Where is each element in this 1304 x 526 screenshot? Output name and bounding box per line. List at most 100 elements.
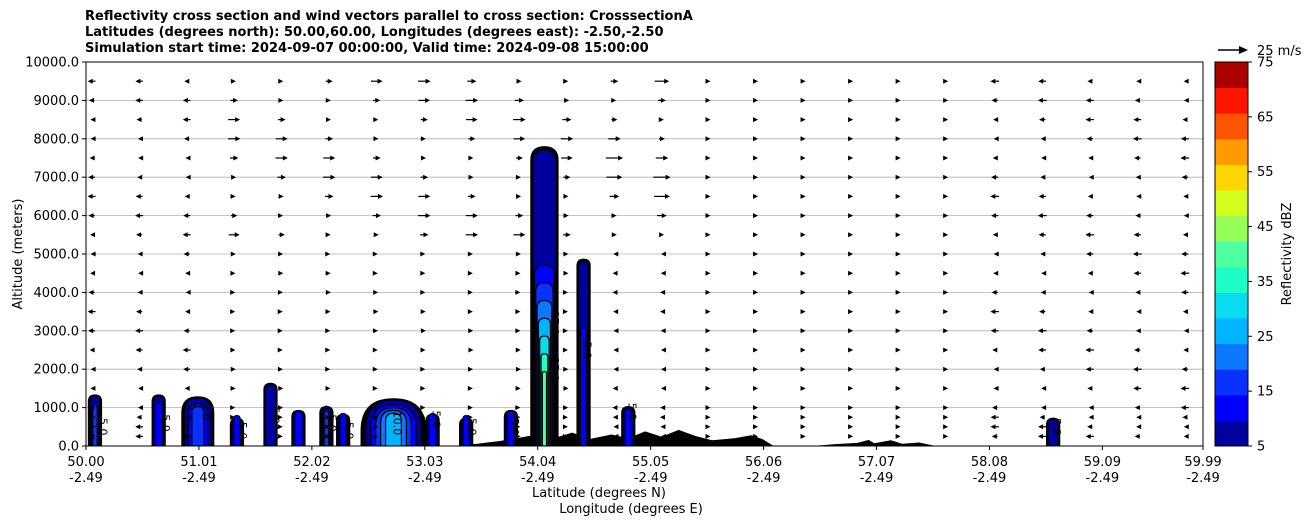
wind-vector-head (848, 155, 854, 161)
chart-title-line-3: Simulation start time: 2024-09-07 00:00:… (85, 41, 649, 56)
wind-vector-head (800, 385, 806, 391)
wind-vector-head (423, 232, 429, 238)
contour-label: 5.0 (269, 407, 282, 425)
colorbar-swatch (1215, 318, 1248, 345)
wind-vector-head (325, 97, 331, 103)
wind-vector-head (943, 424, 949, 430)
colorbar-tick-label: 35 (1257, 275, 1274, 290)
wind-vector-head (1182, 414, 1188, 420)
wind-vector-head (1039, 414, 1045, 420)
wind-vector-head (230, 385, 236, 391)
wind-vector-head (563, 270, 569, 276)
wind-vector-head (563, 385, 569, 391)
contour-label: 5.0 (236, 422, 249, 440)
wind-vector-head (473, 97, 479, 103)
colorbar-tick-label: 55 (1257, 165, 1274, 180)
wind-vector-head (895, 136, 901, 142)
wind-vector-head (895, 433, 901, 439)
wind-vector-head (278, 213, 284, 219)
wind-vector-head (1133, 117, 1139, 123)
wind-vector-head (660, 433, 666, 439)
wind-vector-head (753, 385, 759, 391)
colorbar-label: Reflectivity dBZ (1280, 203, 1295, 306)
wind-vector-head (473, 232, 479, 238)
wind-vector-head (1183, 328, 1189, 334)
wind-vector-head (135, 328, 141, 334)
wind-vector-head (993, 251, 999, 257)
reflectivity-cells (87, 146, 1061, 446)
wind-vector-head (1040, 251, 1046, 257)
wind-vector-head (1088, 289, 1094, 295)
wind-vector-head (563, 405, 569, 411)
wind-vector-head (895, 328, 901, 334)
wind-vector-head (993, 385, 999, 391)
wind-vector-head (993, 117, 999, 123)
wind-vector-head (753, 289, 759, 295)
wind-vector-head (326, 213, 332, 219)
y-tick-label: 8000.0 (34, 132, 80, 147)
y-tick-label: 1000.0 (34, 401, 80, 416)
x-tick-label-lon: -2.49 (182, 471, 216, 486)
wind-vector-head (800, 97, 806, 103)
wind-vector-head (800, 347, 806, 353)
wind-vector-head (515, 251, 521, 257)
wind-vector-head (660, 289, 666, 295)
wind-vector-head (1038, 78, 1044, 84)
wind-vector-head (184, 78, 190, 84)
wind-vector-head (420, 270, 426, 276)
wind-vector-head (280, 174, 286, 180)
wind-vector-head (230, 433, 236, 439)
wind-vector-head (660, 424, 666, 430)
y-tick-label: 5000.0 (34, 248, 80, 263)
wind-vector-head (848, 366, 854, 372)
wind-vector-head (373, 136, 379, 142)
wind-vector-head (660, 328, 666, 334)
wind-vector-head (705, 136, 711, 142)
wind-vector-head (848, 289, 854, 295)
wind-vector-head (848, 232, 854, 238)
wind-vector-head (1041, 405, 1047, 411)
wind-vector-head (943, 174, 949, 180)
wind-vector-head (800, 433, 806, 439)
wind-vector-head (372, 366, 378, 372)
wind-vector-head (88, 213, 94, 219)
chart-title-line-1: Reflectivity cross section and wind vect… (85, 9, 693, 24)
wind-vector-head (373, 289, 379, 295)
wind-vector-head (468, 366, 474, 372)
wind-vector-head (515, 414, 521, 420)
wind-vector-head (753, 97, 759, 103)
wind-vector-head (1182, 117, 1188, 123)
vector-key-label: 25 m/s (1257, 44, 1302, 59)
wind-vector-head (943, 328, 949, 334)
wind-vector-head (420, 433, 426, 439)
wind-vector-head (848, 414, 854, 420)
wind-vector-head (848, 117, 854, 123)
wind-vector-head (182, 347, 188, 353)
wind-vector-head (135, 97, 141, 103)
wind-vector-head (90, 270, 96, 276)
colorbar-swatch (1215, 292, 1248, 319)
wind-vector-head (1085, 117, 1091, 123)
wind-vector-head (138, 155, 144, 161)
wind-vector-head (1086, 328, 1092, 334)
wind-vector-head (182, 433, 188, 439)
wind-vector-head (800, 193, 806, 199)
wind-vector-head (1038, 232, 1044, 238)
wind-vector-head (467, 270, 473, 276)
y-tick-label: 6000.0 (34, 209, 80, 224)
wind-vector-head (88, 289, 94, 295)
reflectivity-cell (1046, 417, 1061, 446)
colorbar-swatch (1215, 87, 1248, 114)
wind-vector-head (137, 251, 143, 257)
colorbar-tick-label: 15 (1257, 385, 1274, 400)
wind-vector-head (895, 424, 901, 430)
wind-vector-head (372, 270, 378, 276)
wind-vector-head (800, 328, 806, 334)
wind-vector-head (230, 193, 236, 199)
wind-vector-head (895, 193, 901, 199)
wind-vector-head (895, 97, 901, 103)
wind-vector-head (895, 405, 901, 411)
wind-vector-head (471, 78, 477, 84)
wind-vector-head (1038, 424, 1044, 430)
wind-vector-head (1183, 97, 1189, 103)
